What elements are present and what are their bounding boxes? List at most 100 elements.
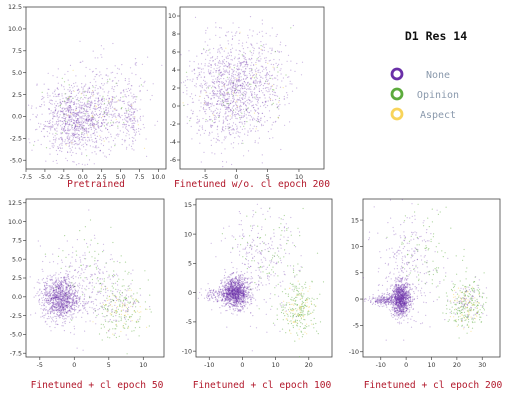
- scatter-point: [89, 265, 92, 267]
- scatter-point: [74, 134, 76, 136]
- scatter-point: [253, 88, 255, 90]
- scatter-point: [142, 115, 144, 117]
- scatter-point: [192, 110, 194, 112]
- scatter-point: [232, 22, 234, 24]
- scatter-point: [109, 313, 111, 315]
- scatter-point: [132, 102, 134, 104]
- scatter-point: [36, 128, 38, 130]
- scatter-point: [265, 32, 267, 35]
- scatter-point: [221, 48, 223, 50]
- scatter-point: [103, 125, 105, 127]
- scatter-point: [225, 56, 227, 58]
- scatter-point: [55, 317, 57, 320]
- scatter-point: [101, 305, 103, 307]
- scatter-point: [251, 35, 253, 37]
- scatter-point: [72, 111, 74, 113]
- scatter-point: [124, 115, 126, 117]
- scatter-point: [250, 77, 252, 79]
- scatter-point: [128, 144, 130, 146]
- scatter-point: [239, 97, 241, 99]
- scatter-point: [57, 288, 60, 290]
- scatter-point: [75, 316, 77, 318]
- scatter-point: [231, 107, 233, 109]
- scatter-point: [81, 107, 83, 109]
- scatter-point: [231, 59, 233, 61]
- scatter-point: [77, 88, 80, 90]
- scatter-point: [239, 84, 241, 87]
- scatter-point: [241, 45, 243, 47]
- scatter-point: [233, 92, 235, 94]
- scatter-point: [53, 320, 55, 322]
- scatter-point: [234, 34, 236, 37]
- scatter-point: [120, 318, 122, 320]
- scatter-point: [239, 73, 242, 75]
- scatter-point: [107, 112, 109, 114]
- scatter-point: [277, 106, 279, 108]
- scatter-point: [84, 96, 86, 99]
- scatter-point: [64, 123, 66, 125]
- scatter-point: [64, 122, 67, 124]
- scatter-point: [80, 121, 82, 123]
- scatter-point: [265, 77, 267, 79]
- scatter-point: [135, 64, 137, 66]
- scatter-point: [234, 115, 236, 117]
- scatter-point: [98, 333, 101, 335]
- scatter-point: [100, 288, 102, 290]
- scatter-point: [94, 147, 96, 149]
- scatter-point: [73, 133, 75, 135]
- scatter-point: [83, 301, 85, 303]
- scatter-point: [121, 114, 123, 117]
- scatter-point: [89, 140, 91, 142]
- scatter-point: [223, 65, 225, 67]
- scatter-point: [239, 68, 241, 70]
- scatter-point: [66, 240, 68, 242]
- scatter-point: [205, 58, 207, 60]
- scatter-point: [73, 111, 75, 113]
- scatter-point: [64, 118, 67, 120]
- scatter-point: [210, 105, 212, 107]
- scatter-point: [95, 128, 97, 130]
- scatter-point: [103, 140, 105, 142]
- scatter-point: [116, 280, 118, 282]
- scatter-point: [67, 107, 69, 109]
- scatter-point: [283, 98, 286, 100]
- scatter-point: [44, 292, 46, 294]
- scatter-point: [263, 105, 265, 107]
- scatter-point: [250, 276, 252, 278]
- scatter-point: [236, 125, 238, 127]
- scatter-point: [245, 94, 247, 96]
- scatter-point: [241, 79, 243, 81]
- scatter-point: [60, 110, 62, 112]
- scatter-point: [244, 101, 246, 103]
- scatter-point: [261, 154, 263, 156]
- scatter-point: [81, 153, 83, 155]
- scatter-point: [200, 63, 203, 65]
- scatter-point: [78, 138, 80, 140]
- scatter-point: [189, 96, 191, 98]
- scatter-point: [221, 55, 223, 58]
- scatter-point: [99, 278, 101, 280]
- scatter-point: [48, 297, 50, 300]
- scatter-point: [204, 83, 206, 85]
- scatter-point: [78, 147, 80, 149]
- scatter-point: [234, 309, 237, 311]
- scatter-point: [45, 290, 47, 292]
- scatter-point: [136, 119, 139, 121]
- scatter-point: [58, 273, 60, 275]
- scatter-point: [67, 312, 69, 314]
- scatter-point: [221, 102, 223, 104]
- scatter-point: [46, 293, 49, 295]
- scatter-point: [79, 230, 81, 232]
- scatter-point: [185, 71, 188, 73]
- scatter-point: [92, 321, 94, 323]
- scatter-point: [228, 104, 230, 106]
- scatter-point: [90, 103, 92, 105]
- scatter-point: [212, 71, 214, 73]
- scatter-point: [220, 27, 222, 29]
- scatter-point: [84, 75, 86, 77]
- scatter-point: [210, 110, 212, 112]
- scatter-point: [63, 311, 65, 313]
- scatter-point: [116, 133, 119, 135]
- scatter-point: [213, 95, 215, 97]
- scatter-point: [114, 332, 116, 334]
